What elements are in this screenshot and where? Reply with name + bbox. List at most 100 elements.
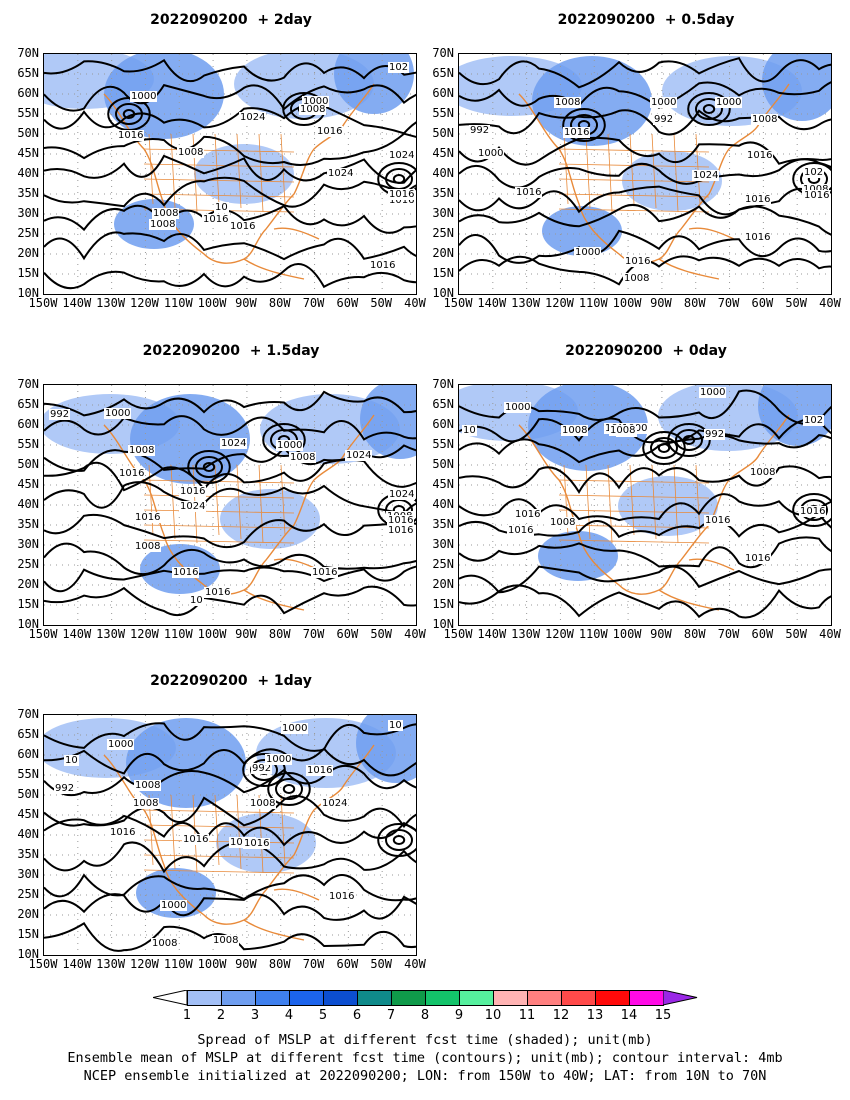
lon-tick-label: 100W: [197, 627, 227, 641]
contour-label: 10: [462, 425, 477, 436]
lat-tick-label: 45N: [432, 146, 454, 160]
low-pressure-contour: [242, 753, 286, 787]
isobar-contour: [459, 57, 831, 89]
low-pressure-contour: [115, 103, 143, 125]
contour-label: 1008: [149, 219, 177, 230]
contour-label: 1016: [316, 126, 344, 137]
lon-tick-label: 50W: [370, 957, 393, 971]
contour-label: 102: [803, 167, 825, 178]
contour-label: 1016: [514, 509, 542, 520]
isobar-contour: [44, 565, 416, 593]
contour-label: 1024: [179, 501, 207, 512]
contour-label: 1016: [243, 838, 271, 849]
lat-tick-label: 65N: [17, 727, 39, 741]
state-borders: [143, 133, 295, 213]
coastline: [518, 83, 790, 280]
contour-label: 1016: [117, 130, 145, 141]
contour-label: 1024: [388, 489, 416, 500]
isobar-contour: [44, 390, 416, 417]
low-pressure-contour: [695, 98, 723, 120]
lon-tick-label: 60W: [751, 296, 774, 310]
lat-tick-label: 55N: [17, 767, 39, 781]
isobar-contour: [459, 565, 831, 594]
lon-tick-label: 130W: [96, 957, 126, 971]
colorbar-tick-label: 10: [484, 1008, 502, 1023]
contour-label: 1008: [134, 780, 162, 791]
lon-tick-label: 80W: [268, 296, 291, 310]
low-pressure-contour: [687, 92, 731, 126]
isobar-contour: [459, 584, 831, 619]
lon-tick-label: 80W: [683, 296, 706, 310]
lon-tick-label: 70W: [302, 627, 325, 641]
lon-tick-label: 70W: [717, 296, 740, 310]
contour-label: 1000: [574, 247, 602, 258]
contour-label: 1000: [650, 97, 678, 108]
colorbar-swatch: [255, 990, 290, 1006]
lat-tick-label: 10N: [432, 286, 454, 300]
contour-label: 1000: [477, 148, 505, 159]
lat-tick-label: 65N: [432, 66, 454, 80]
contour-label: 1016: [118, 468, 146, 479]
low-pressure-contour: [282, 784, 296, 794]
isobar-contour: [44, 231, 416, 261]
lat-tick-label: 25N: [17, 557, 39, 571]
lon-tick-label: 40W: [819, 627, 841, 641]
low-pressure-contour: [562, 108, 606, 142]
contour-label: 102: [803, 415, 825, 426]
lon-tick-label: 130W: [511, 296, 541, 310]
lat-tick-label: 40N: [17, 827, 39, 841]
contour-label: 102: [388, 62, 410, 73]
isobar-contour: [44, 893, 416, 921]
lat-tick-label: 40N: [17, 497, 39, 511]
low-pressure-contour: [385, 829, 413, 851]
contour-label: 1008: [749, 467, 777, 478]
lat-tick-label: 35N: [17, 847, 39, 861]
contour-label: 1008: [177, 147, 205, 158]
panel-title-1day: 2022090200 + 1day: [150, 673, 312, 689]
lat-tick-label: 15N: [432, 597, 454, 611]
colorbar-tick-label: 11: [518, 1008, 536, 1023]
lat-tick-label: 10N: [17, 617, 39, 631]
isobar-contour: [44, 83, 416, 112]
colorbar-tick-label: 3: [250, 1008, 260, 1023]
contour-label: 1016: [204, 587, 232, 598]
contour-label: 1000: [504, 402, 532, 413]
colorbar-tick-label: 2: [216, 1008, 226, 1023]
contour-label: 1016: [624, 256, 652, 267]
lon-tick-label: 60W: [336, 627, 359, 641]
lat-tick-label: 45N: [17, 477, 39, 491]
lon-tick-label: 110W: [163, 627, 193, 641]
lon-tick-label: 110W: [578, 627, 608, 641]
spread-shading: [762, 54, 831, 121]
isobar-contour: [44, 154, 416, 184]
lon-tick-label: 40W: [819, 296, 841, 310]
contour-label: 1008: [549, 517, 577, 528]
isobar-contour: [459, 493, 831, 522]
lat-tick-label: 70N: [17, 707, 39, 721]
low-pressure-contour: [392, 835, 406, 845]
contour-label: 1000: [302, 96, 330, 107]
contour-label: 992: [54, 783, 76, 794]
lon-tick-label: 120W: [130, 957, 159, 971]
low-pressure-contour: [195, 456, 223, 478]
contour-label: 1008: [751, 114, 779, 125]
isobar-contour: [44, 58, 416, 83]
panel-title-1.5day: 2022090200 + 1.5day: [142, 343, 320, 359]
map-svg: [459, 54, 831, 294]
lon-tick-label: 50W: [785, 627, 808, 641]
lat-tick-label: 70N: [432, 377, 454, 391]
lat-tick-label: 30N: [432, 537, 454, 551]
lat-tick-label: 35N: [17, 186, 39, 200]
map-svg: [44, 715, 416, 955]
low-pressure-contour: [267, 772, 311, 806]
colorbar-swatch: [391, 990, 426, 1006]
contour-label: 1016: [388, 195, 416, 206]
isobar-contour: [44, 204, 416, 234]
lat-tick-label: 40N: [432, 497, 454, 511]
contour-label: 1016: [179, 486, 207, 497]
contour-label: 1000: [281, 723, 309, 734]
lon-tick-label: 50W: [370, 627, 393, 641]
isobar-contour: [44, 922, 416, 952]
colorbar-swatch: [221, 990, 256, 1006]
spread-shading: [758, 385, 831, 446]
